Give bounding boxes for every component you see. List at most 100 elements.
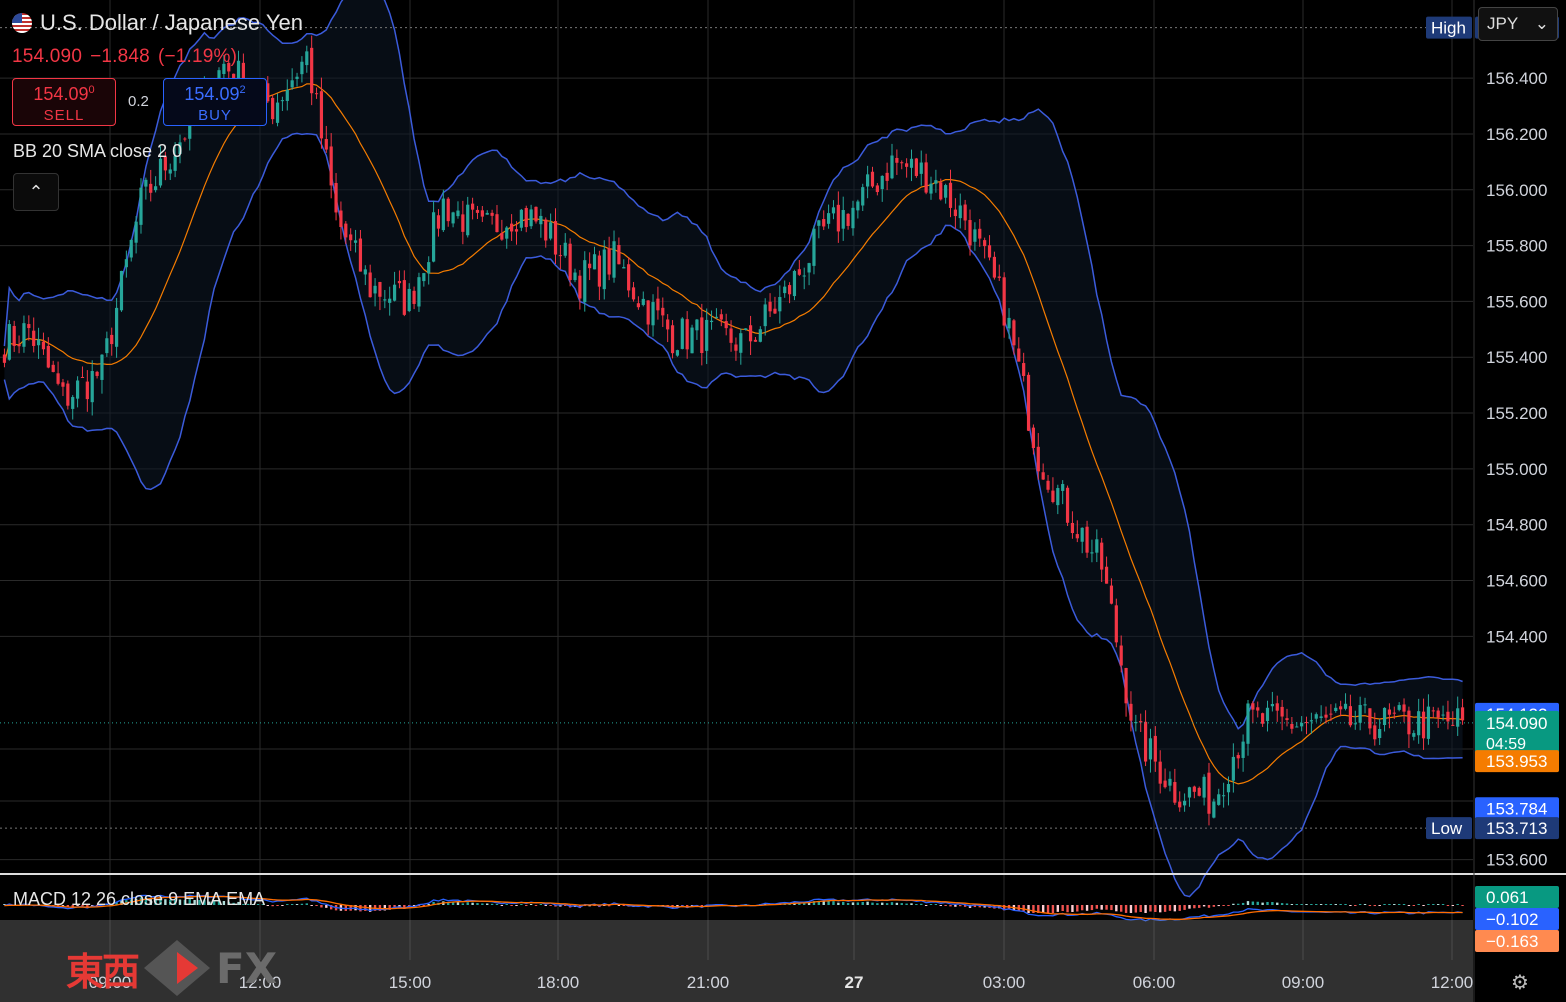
y-tick-label: 155.200 — [1486, 404, 1547, 423]
candle-body — [431, 212, 436, 262]
candle-body — [909, 158, 914, 168]
candle-body — [895, 157, 899, 163]
macd-histogram-bar — [1168, 905, 1172, 911]
candle-body — [705, 319, 709, 351]
candle-body — [319, 91, 324, 139]
candle-body — [505, 227, 509, 239]
candle-body — [1046, 480, 1050, 490]
macd-histogram-bar — [476, 903, 479, 905]
macd-histogram-bar — [973, 905, 977, 908]
candle-body — [1456, 708, 1460, 727]
settings-gear-icon[interactable]: ⚙ — [1511, 972, 1529, 994]
candle-body — [485, 212, 489, 215]
candle-body — [870, 171, 875, 187]
price-change: 154.090 −1.848 (−1.19%) — [12, 46, 245, 68]
price-label-bg — [1475, 797, 1559, 820]
candle-body — [641, 298, 645, 305]
candle-body — [1387, 709, 1392, 715]
macd-histogram-bar — [466, 902, 469, 905]
candle-body — [1460, 707, 1465, 721]
macd-indicator-label[interactable]: MACD 12 26 close 9 EMA EMA — [13, 889, 266, 909]
candle-body — [690, 327, 694, 354]
macd-histogram-bar — [544, 905, 547, 906]
candle-body — [1022, 363, 1026, 376]
candle-body — [792, 270, 797, 297]
candle-body — [695, 319, 699, 331]
candle-body — [1153, 735, 1157, 762]
macd-histogram-bar — [1261, 902, 1264, 905]
sell-button[interactable]: 154.090 SELL — [12, 78, 116, 126]
macd-histogram-bar — [1300, 904, 1303, 905]
macd-histogram-bar — [1383, 904, 1386, 905]
macd-label-value: −0.102 — [1486, 910, 1538, 929]
price-label-value: 153.713 — [1486, 819, 1547, 838]
candle-body — [1446, 711, 1450, 722]
candle-body — [154, 186, 158, 191]
macd-histogram-bar — [944, 905, 947, 906]
candle-body — [1329, 713, 1333, 715]
candle-body — [529, 209, 533, 227]
macd-histogram-bar — [305, 903, 308, 905]
candle-body — [631, 287, 636, 300]
macd-label-bg — [1475, 908, 1559, 930]
candle-body — [1119, 645, 1123, 666]
candle-body — [646, 300, 650, 325]
buy-button[interactable]: 154.092 BUY — [163, 78, 267, 126]
time-axis-band — [0, 920, 1473, 1002]
candle-body — [100, 354, 104, 380]
candle-body — [1246, 703, 1250, 744]
candle-body — [748, 325, 753, 342]
candle-body — [1421, 711, 1426, 739]
countdown-label: 04:59 — [1486, 736, 1526, 753]
macd-histogram-bar — [1402, 904, 1406, 905]
macd-histogram-bar — [842, 901, 845, 905]
macd-histogram-bar — [1427, 904, 1430, 905]
macd-histogram-bar — [95, 905, 99, 906]
macd-histogram-bar — [1280, 903, 1284, 905]
candle-body — [358, 238, 363, 272]
macd-histogram-bar — [929, 904, 933, 905]
macd-histogram-bar — [481, 903, 484, 905]
candle-body — [500, 232, 504, 240]
macd-histogram-bar — [1227, 905, 1230, 906]
candle-body — [714, 316, 719, 318]
macd-histogram-bar — [1305, 904, 1308, 905]
candle-body — [36, 339, 41, 346]
candle-body — [656, 298, 660, 311]
candle-body — [222, 63, 226, 75]
collapse-indicators-button[interactable]: ⌃ — [13, 173, 59, 211]
candle-body — [670, 325, 675, 354]
macd-histogram-bar — [1095, 905, 1099, 909]
candle-body — [758, 329, 762, 342]
macd-histogram-bar — [817, 900, 821, 905]
candle-body — [41, 341, 46, 350]
macd-histogram-bar — [154, 898, 157, 905]
macd-histogram-bar — [1222, 905, 1225, 906]
candle-body — [324, 139, 328, 150]
macd-histogram-bar — [1388, 904, 1391, 905]
macd-histogram-bar — [149, 898, 152, 905]
candle-body — [363, 269, 367, 275]
candle-body — [739, 333, 743, 353]
price-label-bg — [1475, 817, 1559, 840]
macd-histogram-bar — [822, 901, 825, 905]
macd-histogram-bar — [1124, 905, 1128, 913]
candle-body — [1080, 527, 1084, 542]
candle-body — [368, 272, 372, 298]
currency-select[interactable]: JPY ⌄ — [1478, 7, 1558, 41]
macd-histogram-bar — [447, 902, 450, 905]
macd-histogram-bar — [559, 905, 562, 907]
candle-body — [183, 138, 187, 140]
macd-histogram-bar — [978, 905, 981, 908]
candle-body — [1202, 776, 1206, 798]
bb-indicator-label[interactable]: BB 20 SMA close 2 0 — [13, 141, 183, 161]
macd-histogram-bar — [1295, 904, 1298, 905]
macd-histogram-bar — [1193, 905, 1196, 909]
sell-label: SELL — [43, 107, 85, 124]
macd-histogram-bar — [281, 905, 284, 906]
macd-histogram-bar — [266, 905, 269, 906]
macd-histogram-bar — [1046, 905, 1050, 913]
bb-upper-line — [3, 0, 1463, 730]
candle-body — [115, 307, 119, 347]
